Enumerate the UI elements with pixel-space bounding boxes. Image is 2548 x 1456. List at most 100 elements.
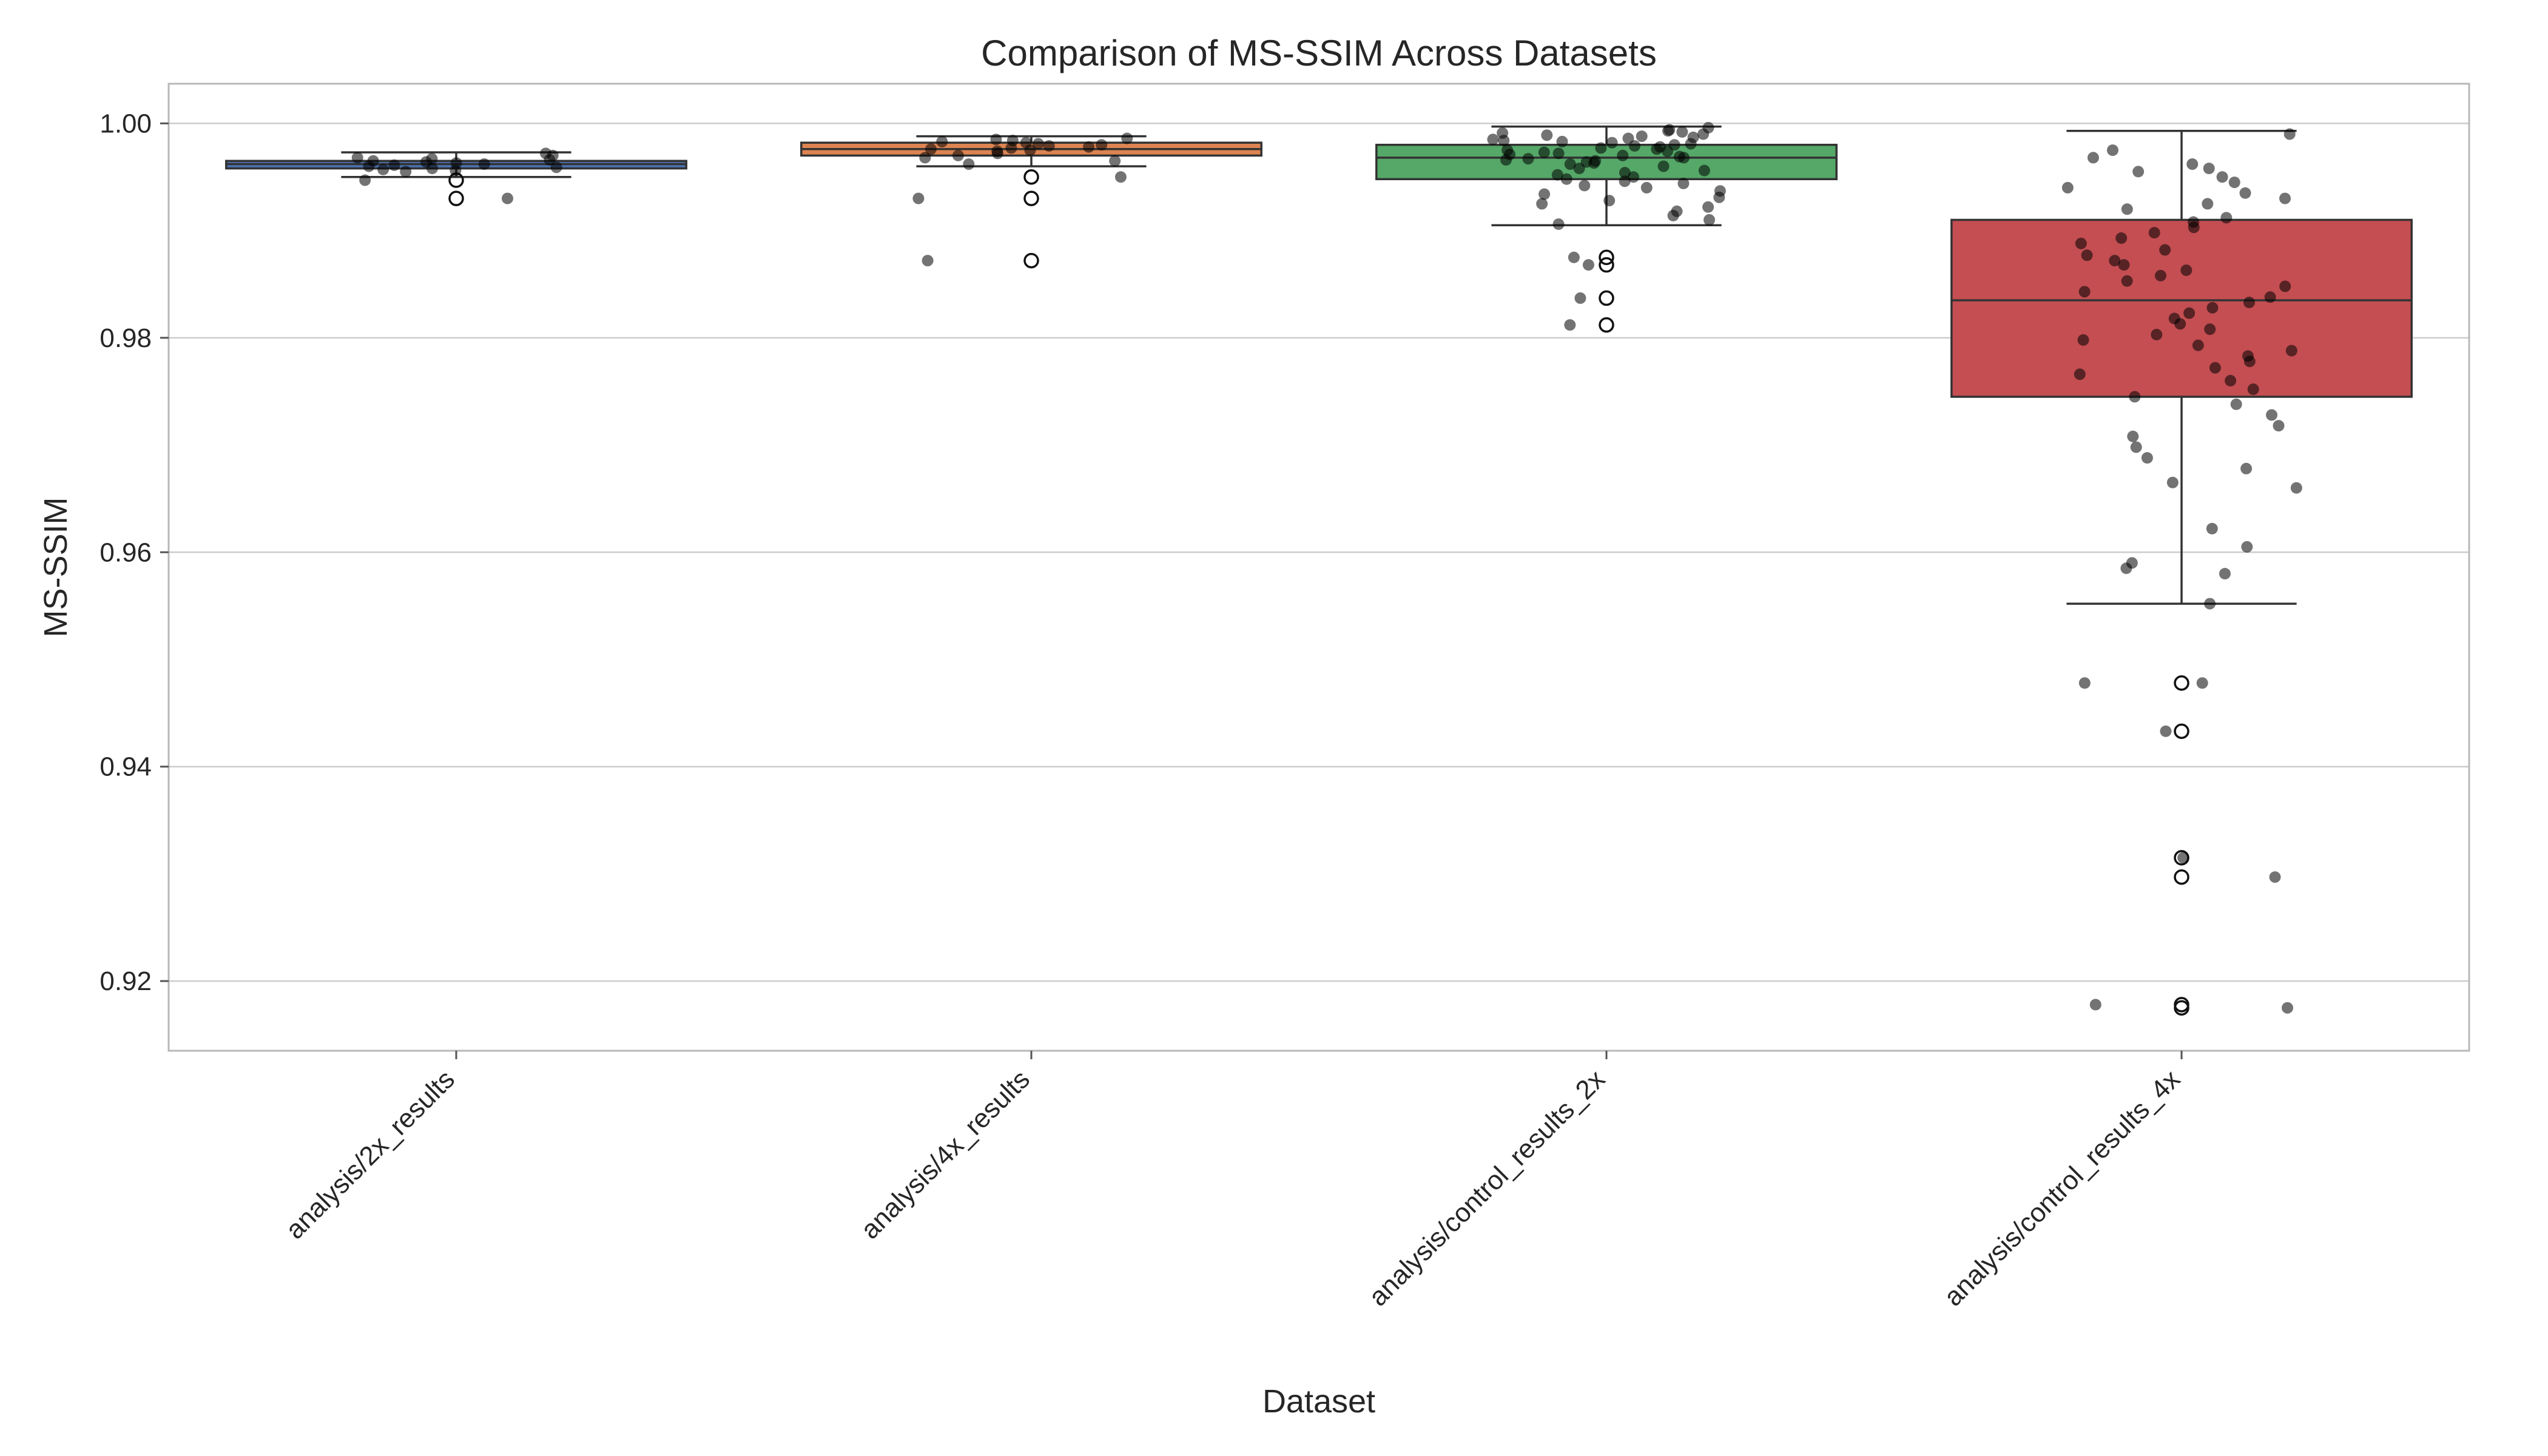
data-point [2196,677,2208,689]
data-point [2220,212,2233,224]
data-point [1661,145,1673,157]
data-point [1568,251,1580,263]
data-point [2166,476,2179,488]
data-point [2279,192,2291,204]
y-axis-label: MS-SSIM [38,497,74,637]
data-point [1685,138,1697,150]
data-point [2239,187,2251,199]
data-point [919,152,931,164]
data-point [2206,302,2219,314]
data-point [1677,177,1690,189]
data-point [1662,125,1674,137]
data-point [2225,375,2237,387]
data-point [2075,237,2087,249]
data-point [2074,368,2086,380]
data-point [501,192,513,204]
data-point [2078,677,2091,689]
data-point [2148,227,2160,239]
data-point [1606,136,1618,149]
data-point [2132,166,2145,178]
data-point [1560,173,1572,185]
y-tick-label: 0.92 [99,966,152,996]
data-point [1083,141,1095,153]
data-point [2204,598,2216,610]
data-point [2230,398,2242,410]
data-point [2202,198,2214,210]
outlier-marker [2174,869,2189,885]
data-point [1574,292,1586,304]
outlier-marker [1599,317,1614,333]
data-point [1536,198,1548,210]
data-point [2285,345,2297,357]
data-point [1697,128,1710,140]
data-point [2204,323,2216,335]
data-point [1024,144,1036,157]
outlier-marker [1023,190,1039,206]
data-point [2283,128,2296,140]
data-point [2228,177,2240,189]
data-point [922,255,934,267]
outlier-marker [2174,723,2189,740]
data-point [1702,201,1714,213]
data-point [1539,188,1551,200]
outlier-marker [2174,675,2189,691]
data-point [2160,725,2172,737]
data-point [1538,146,1550,158]
data-point [2130,441,2142,453]
data-point [1628,140,1640,152]
y-tick-label: 0.96 [99,538,152,567]
data-point [2241,541,2253,553]
data-point [2078,286,2091,298]
data-point [2282,1002,2294,1014]
data-point [1603,195,1616,207]
box-iqr [1950,218,2413,398]
data-point [1579,180,1591,192]
box-iqr [1375,143,1838,181]
data-point [1522,153,1534,165]
data-point [2180,264,2192,276]
data-point [1640,181,1653,194]
data-point [2077,334,2089,346]
box-group [1950,130,2413,1016]
data-point [1704,214,1716,226]
data-point [1556,135,1568,147]
data-point [1595,142,1607,154]
data-point [2266,409,2278,421]
data-point [2089,999,2101,1011]
data-point [2243,356,2256,368]
data-point [426,163,438,175]
outlier-marker [1599,290,1614,306]
data-point [1498,135,1510,147]
data-point [2115,232,2128,244]
data-point [1121,132,1133,144]
data-point [2154,269,2166,281]
data-point [1667,209,1679,221]
data-point [2206,522,2218,534]
data-point [2279,280,2291,292]
data-point [450,164,462,177]
data-point [1676,126,1688,138]
data-point [2240,462,2253,474]
data-point [359,174,371,186]
data-point [2183,307,2196,319]
data-point [2159,244,2171,256]
data-point [400,166,412,178]
data-point [1588,157,1600,169]
data-point [2121,203,2133,215]
data-point [2129,391,2141,403]
data-point [990,133,1002,146]
outlier-marker [2174,1000,2189,1016]
outlier-marker [1023,169,1039,185]
strip-points [351,121,2302,1014]
data-point [2109,255,2121,267]
data-point [2061,181,2074,194]
data-point [925,143,937,155]
y-tick-label: 1.00 [99,109,152,138]
data-point [991,147,1003,160]
data-point [1573,163,1585,175]
data-point [952,149,964,161]
data-point [2186,158,2199,170]
y-tick-label: 0.98 [99,323,152,353]
data-point [2120,562,2132,575]
outlier-marker [1023,252,1039,269]
